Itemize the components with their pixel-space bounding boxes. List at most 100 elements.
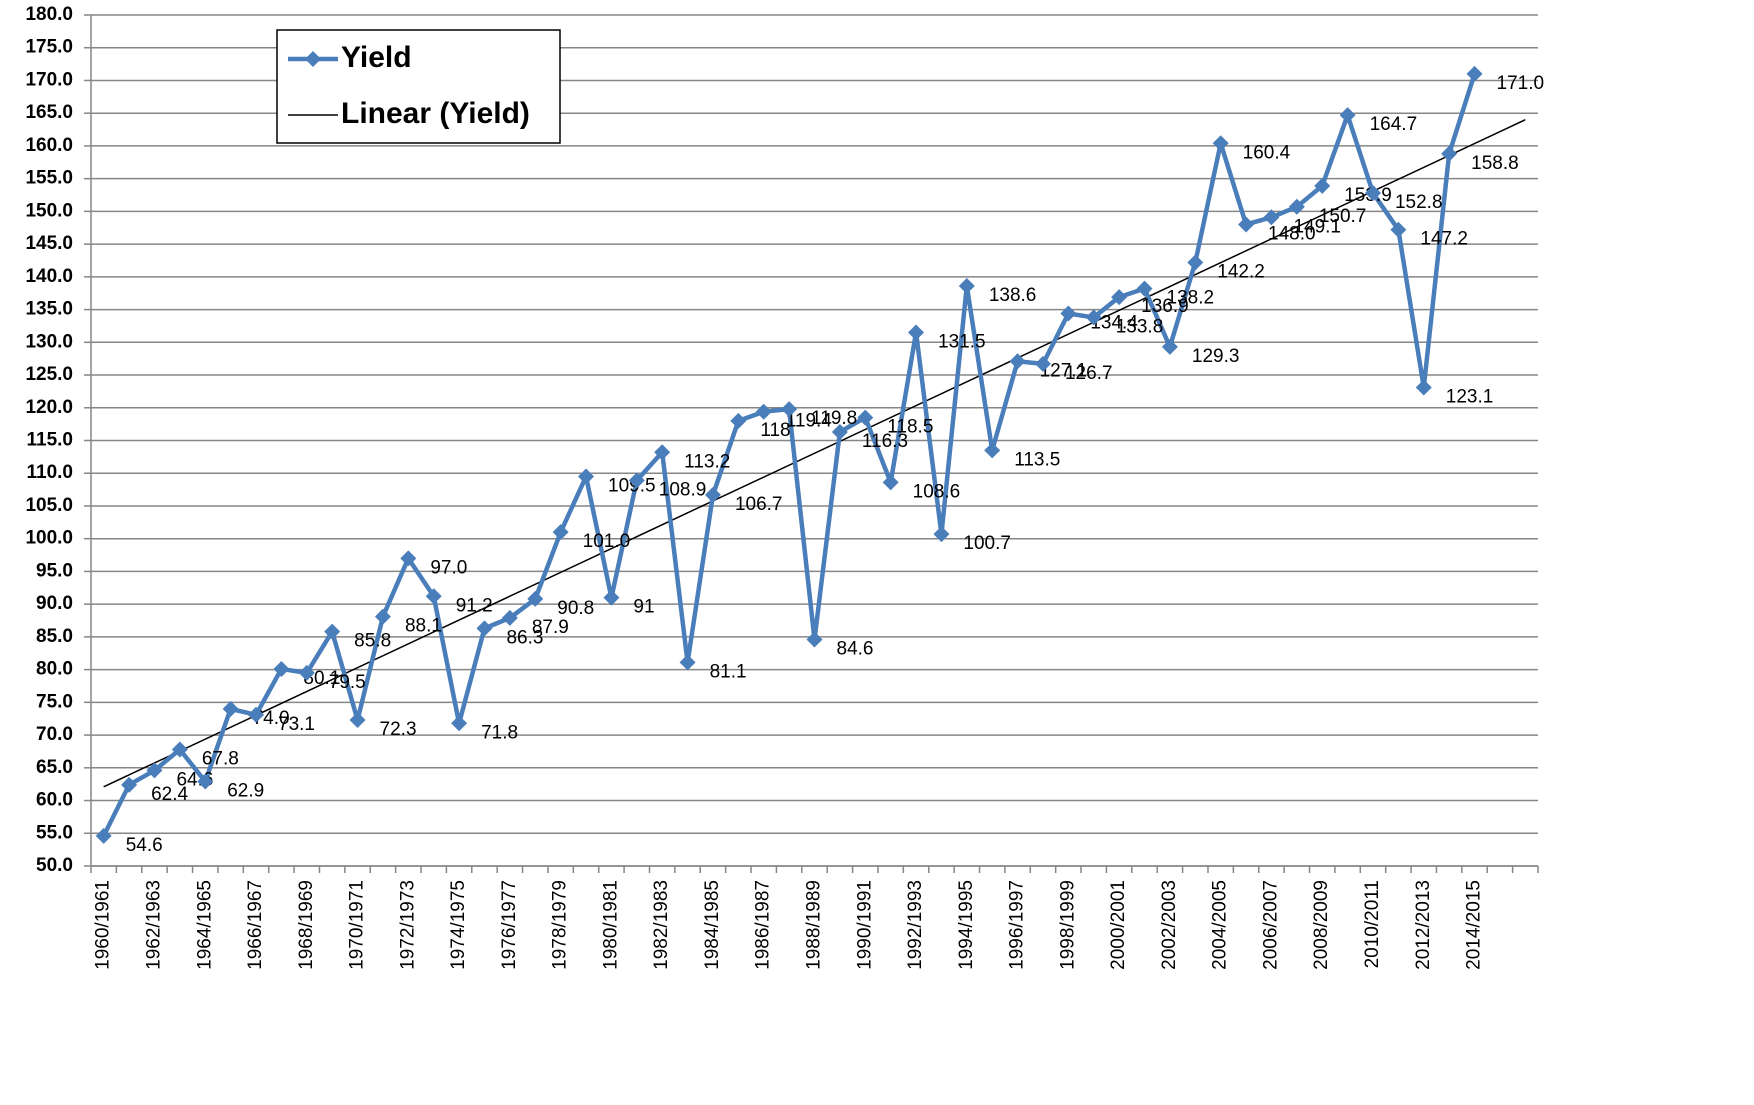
legend-marker — [305, 51, 321, 67]
data-label: 113.5 — [1014, 449, 1060, 470]
x-tick-label: 1986/1987 — [753, 880, 774, 970]
y-tick-label: 140.0 — [25, 266, 73, 287]
data-point — [781, 401, 798, 418]
x-tick-label: 2006/2007 — [1260, 880, 1281, 970]
data-point — [984, 442, 1001, 459]
x-tick-label: 1972/1973 — [397, 880, 418, 970]
x-tick-label: 1980/1981 — [600, 880, 621, 970]
data-point — [806, 631, 823, 648]
data-label: 101.0 — [583, 531, 631, 552]
x-tick-label: 2008/2009 — [1311, 880, 1332, 970]
data-point — [146, 762, 163, 779]
data-label: 129.3 — [1192, 346, 1240, 367]
data-point — [222, 700, 239, 717]
data-label: 134.4 — [1090, 313, 1138, 334]
data-label: 152.8 — [1395, 192, 1443, 213]
data-label: 119.8 — [811, 408, 857, 429]
x-tick-label: 1968/1969 — [296, 880, 317, 970]
data-point — [171, 741, 188, 758]
data-point — [1364, 185, 1381, 202]
y-tick-label: 150.0 — [25, 200, 73, 221]
y-tick-label: 180.0 — [25, 4, 73, 25]
data-label: 71.8 — [481, 722, 518, 743]
data-point — [1060, 305, 1077, 322]
data-label: 84.6 — [837, 639, 874, 660]
data-point — [400, 550, 417, 567]
y-tick-label: 105.0 — [25, 495, 73, 516]
data-label: 150.7 — [1319, 206, 1367, 227]
data-point — [121, 776, 138, 793]
x-tick-label: 2014/2015 — [1464, 880, 1485, 970]
data-point — [248, 706, 265, 723]
data-point — [451, 715, 468, 732]
data-point — [527, 590, 544, 607]
y-tick-label: 55.0 — [36, 822, 73, 843]
data-point — [1263, 209, 1280, 226]
y-tick-label: 50.0 — [36, 855, 73, 876]
data-point — [908, 324, 925, 341]
x-tick-label: 1988/1989 — [804, 880, 825, 970]
x-tick-label: 1982/1983 — [651, 880, 672, 970]
data-label: 72.3 — [380, 719, 417, 740]
data-point — [679, 654, 696, 671]
data-point — [1466, 65, 1483, 82]
x-tick-label: 1998/1999 — [1057, 880, 1078, 970]
x-tick-label: 2012/2013 — [1413, 880, 1434, 970]
x-tick-label: 2004/2005 — [1210, 880, 1231, 970]
data-point — [1212, 135, 1229, 152]
data-point — [933, 526, 950, 543]
data-point — [831, 423, 848, 440]
data-point — [324, 623, 341, 640]
data-label: 81.1 — [710, 661, 747, 682]
data-point — [1085, 309, 1102, 326]
data-label: 108.6 — [913, 481, 961, 502]
data-label: 87.9 — [532, 617, 569, 638]
y-tick-label: 135.0 — [25, 299, 73, 320]
x-tick-label: 1978/1979 — [550, 880, 571, 970]
y-tick-label: 175.0 — [25, 37, 73, 58]
data-label: 138.6 — [989, 285, 1037, 306]
data-label: 148.0 — [1268, 223, 1316, 244]
data-label: 136.9 — [1141, 296, 1189, 317]
data-point — [298, 664, 315, 681]
data-label: 97.0 — [430, 557, 467, 578]
y-tick-label: 70.0 — [36, 724, 73, 745]
data-point — [1187, 254, 1204, 271]
data-point — [1009, 353, 1026, 370]
x-tick-label: 1994/1995 — [956, 880, 977, 970]
y-tick-label: 145.0 — [25, 233, 73, 254]
data-point — [1161, 338, 1178, 355]
data-label: 149.1 — [1293, 216, 1341, 237]
y-tick-label: 110.0 — [27, 462, 74, 483]
data-point — [197, 773, 214, 790]
data-point — [1314, 177, 1331, 194]
data-label: 118 — [760, 420, 790, 441]
x-tick-label: 2010/2011 — [1362, 880, 1383, 968]
x-tick-label: 1974/1975 — [448, 880, 469, 970]
y-tick-label: 130.0 — [25, 331, 73, 352]
y-tick-label: 85.0 — [36, 626, 73, 647]
x-tick-label: 1966/1967 — [245, 880, 266, 970]
data-point — [857, 409, 874, 426]
data-label: 73.1 — [278, 714, 315, 735]
data-point — [654, 444, 671, 461]
data-label: 138.2 — [1167, 288, 1215, 309]
data-label: 171.0 — [1497, 73, 1545, 94]
y-tick-label: 120.0 — [25, 397, 73, 418]
x-tick-label: 1992/1993 — [905, 880, 926, 970]
y-tick-label: 155.0 — [25, 168, 73, 189]
x-tick-label: 1976/1977 — [499, 880, 520, 970]
data-label: 116.3 — [862, 431, 908, 452]
data-label: 86.3 — [506, 627, 543, 648]
y-tick-label: 170.0 — [25, 69, 73, 90]
data-label: 85.8 — [354, 631, 391, 652]
data-point — [476, 620, 493, 637]
x-tick-label: 1962/1963 — [143, 880, 164, 970]
x-tick-label: 2000/2001 — [1108, 880, 1129, 970]
data-point — [1288, 198, 1305, 215]
data-label: 90.8 — [557, 598, 594, 619]
data-point — [730, 412, 747, 429]
data-label: 108.9 — [659, 479, 707, 500]
data-label: 164.7 — [1370, 114, 1418, 135]
x-tick-label: 1970/1971 — [347, 880, 368, 970]
